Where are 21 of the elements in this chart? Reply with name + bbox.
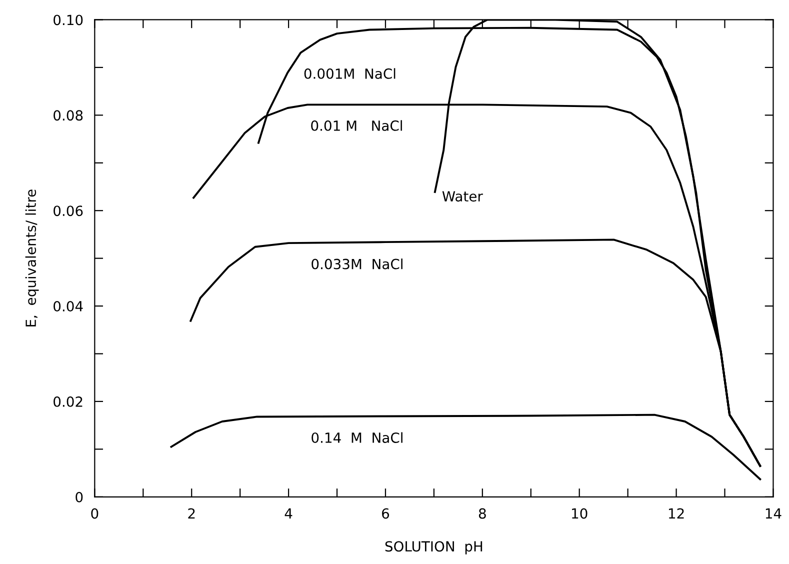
- y-tick-label: 0.06: [54, 206, 83, 216]
- x-tick-label: 0: [91, 508, 98, 519]
- x-axis-title: SOLUTION pH: [385, 541, 482, 554]
- y-tick-label: 0.04: [54, 300, 83, 312]
- y-tick-label: 0.08: [54, 110, 83, 121]
- annotation: 0.01 M NaCl: [311, 120, 402, 131]
- annotation: 0.033M NaCl: [312, 258, 402, 270]
- x-tick-label: 8: [478, 508, 486, 519]
- x-tick-label: 2: [188, 508, 195, 519]
- x-tick-label: 12: [668, 508, 684, 519]
- x-tick-label: 4: [284, 508, 292, 519]
- y-axis-title: E, equivalents/ litre: [25, 190, 39, 326]
- y-tick-label: 0: [76, 492, 83, 502]
- y-tick-label: 0.10: [54, 14, 83, 26]
- x-tick-label: 14: [766, 508, 782, 519]
- annotation: 0.001M NaCl: [304, 68, 396, 79]
- x-tick-label: 6: [382, 508, 390, 519]
- annotation: Water: [442, 191, 483, 202]
- annotation: 0.14 M NaCl: [312, 432, 402, 443]
- y-tick-label: 0.02: [54, 396, 82, 407]
- x-tick-label: 10: [572, 508, 588, 519]
